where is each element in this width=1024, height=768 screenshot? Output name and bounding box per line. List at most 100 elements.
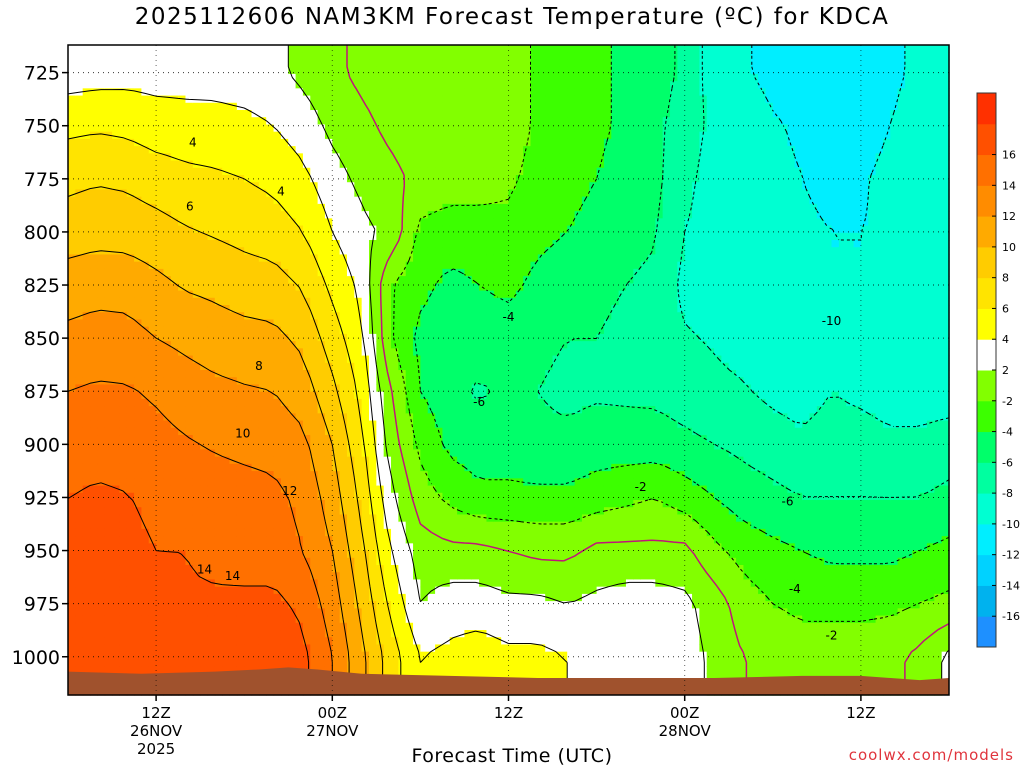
temperature-cell: [126, 203, 135, 212]
temperature-cell: [317, 536, 326, 544]
temperature-cell: [97, 333, 106, 342]
temperature-cell: [170, 478, 179, 487]
temperature-cell: [163, 81, 172, 89]
temperature-cell: [420, 630, 429, 638]
temperature-cell: [471, 66, 480, 75]
temperature-cell: [288, 254, 297, 263]
temperature-cell: [214, 550, 223, 559]
temperature-cell: [134, 579, 143, 588]
temperature-cell: [369, 586, 377, 595]
temperature-cell: [229, 398, 238, 407]
temperature-cell: [200, 305, 209, 313]
temperature-cell: [68, 644, 76, 653]
temperature-cell: [236, 615, 245, 624]
temperature-cell: [90, 312, 98, 321]
temperature-cell: [339, 622, 348, 631]
temperature-cell: [273, 182, 282, 191]
temperature-cell: [251, 326, 260, 335]
temperature-cell: [185, 73, 194, 82]
temperature-cell: [295, 247, 304, 256]
temperature-cell: [471, 59, 480, 68]
temperature-cell: [119, 196, 128, 205]
temperature-cell: [295, 471, 304, 479]
temperature-cell: [244, 326, 253, 335]
temperature-cell: [82, 211, 91, 219]
temperature-cell: [273, 391, 282, 400]
temperature-cell: [207, 283, 216, 292]
temperature-cell: [119, 102, 128, 111]
temperature-cell: [295, 203, 304, 212]
temperature-cell: [310, 391, 319, 400]
temperature-cell: [471, 225, 480, 234]
temperature-cell: [310, 514, 319, 523]
temperature-cell: [97, 557, 106, 566]
temperature-cell: [398, 651, 407, 660]
temperature-cell: [280, 384, 289, 393]
temperature-cell: [361, 420, 370, 429]
temperature-cell: [413, 124, 421, 133]
temperature-cell: [148, 492, 157, 501]
temperature-cell: [82, 637, 91, 646]
temperature-cell: [346, 211, 355, 219]
temperature-cell: [104, 579, 113, 588]
temperature-cell: [185, 608, 194, 617]
temperature-cell: [383, 88, 392, 97]
temperature-cell: [449, 630, 458, 638]
temperature-cell: [222, 146, 231, 154]
temperature-cell: [200, 110, 209, 118]
temperature-cell: [134, 377, 143, 386]
temperature-cell: [148, 572, 157, 581]
temperature-cell: [339, 485, 348, 494]
temperature-cell: [236, 543, 245, 552]
temperature-cell: [229, 182, 238, 191]
temperature-cell: [361, 261, 370, 270]
temperature-cell: [464, 261, 473, 270]
temperature-cell: [413, 297, 421, 306]
temperature-cell: [413, 615, 421, 624]
temperature-cell: [442, 420, 451, 429]
temperature-cell: [244, 406, 253, 414]
temperature-cell: [471, 377, 480, 386]
temperature-cell: [413, 218, 421, 227]
temperature-cell: [449, 521, 458, 530]
temperature-cell: [156, 59, 165, 68]
temperature-cell: [68, 240, 76, 248]
temperature-cell: [449, 196, 458, 205]
temperature-cell: [420, 456, 429, 465]
temperature-cell: [156, 283, 165, 292]
temperature-cell: [288, 471, 297, 479]
temperature-cell: [200, 514, 209, 523]
temperature-cell: [90, 362, 98, 371]
temperature-cell: [236, 276, 245, 284]
temperature-cell: [82, 276, 91, 284]
temperature-cell: [464, 630, 473, 638]
temperature-cell: [405, 81, 414, 89]
temperature-cell: [391, 182, 399, 191]
temperature-cell: [332, 521, 341, 530]
temperature-cell: [148, 644, 157, 653]
temperature-cell: [75, 297, 84, 306]
temperature-cell: [119, 377, 128, 386]
temperature-cell: [376, 88, 385, 97]
temperature-cell: [68, 435, 76, 443]
temperature-cell: [442, 146, 451, 154]
temperature-cell: [222, 81, 231, 89]
temperature-cell: [273, 528, 282, 537]
temperature-cell: [376, 348, 385, 357]
temperature-cell: [126, 66, 135, 75]
temperature-cell: [435, 175, 444, 183]
temperature-cell: [383, 117, 392, 126]
temperature-cell: [457, 297, 466, 306]
temperature-cell: [82, 507, 91, 516]
temperature-cell: [244, 66, 253, 75]
temperature-cell: [405, 348, 414, 357]
temperature-cell: [324, 528, 333, 537]
temperature-cell: [126, 406, 135, 414]
temperature-cell: [207, 651, 216, 660]
temperature-cell: [324, 362, 333, 371]
temperature-cell: [442, 514, 451, 523]
temperature-cell: [236, 211, 245, 219]
temperature-cell: [332, 81, 341, 89]
temperature-cell: [288, 81, 297, 89]
temperature-cell: [236, 175, 245, 183]
